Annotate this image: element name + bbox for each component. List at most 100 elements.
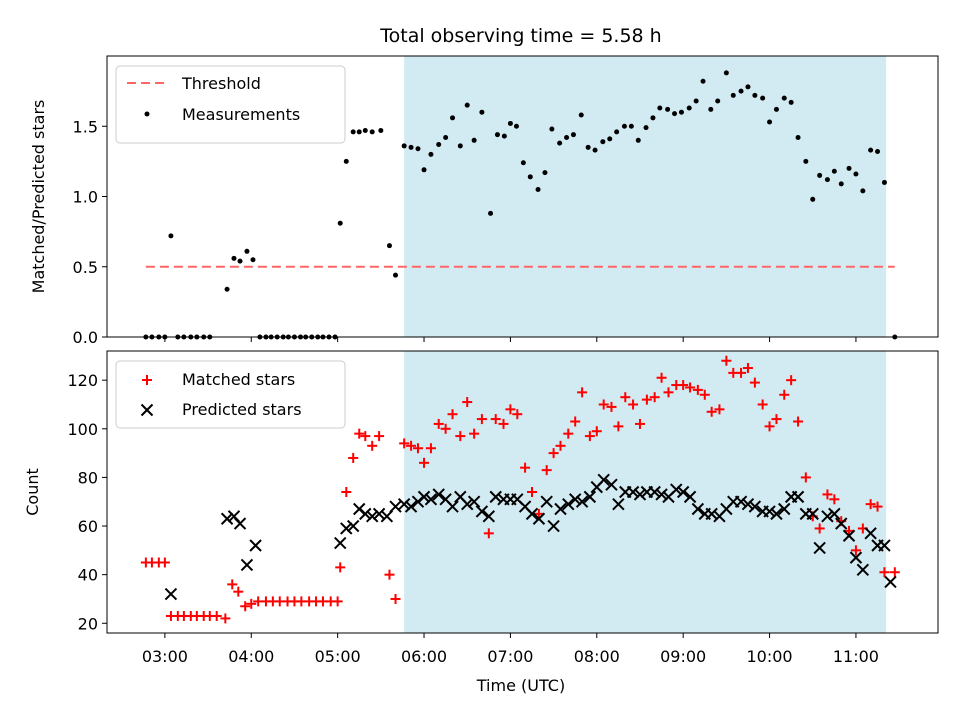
matched-star-marker <box>757 399 768 410</box>
legend-plus-marker <box>142 375 152 385</box>
measurement-point <box>810 196 816 202</box>
matched-star-marker <box>406 440 417 451</box>
matched-star-marker <box>685 382 696 393</box>
predicted-star-marker <box>467 495 481 508</box>
measurement-point <box>464 102 470 108</box>
measurement-point <box>773 106 779 112</box>
predicted-star-marker <box>532 512 546 525</box>
y-tick-label: 0.0 <box>73 328 98 347</box>
predicted-star-marker <box>849 551 863 564</box>
measurement-point <box>494 132 500 138</box>
matched-star-marker <box>440 423 451 434</box>
matched-star-marker <box>227 579 238 590</box>
predicted-star-marker <box>547 519 560 533</box>
x-tick-label: 10:00 <box>746 647 792 666</box>
measurement-point <box>237 258 243 264</box>
matched-star-marker <box>721 355 732 366</box>
measurement-point <box>231 255 237 261</box>
measurement-point <box>730 92 736 98</box>
predicted-star-marker <box>842 529 856 542</box>
predicted-star-marker <box>605 478 618 491</box>
measurement-point <box>535 186 541 192</box>
predicted-star-marker <box>884 575 897 589</box>
x-tick-label: 03:00 <box>142 647 188 666</box>
measurement-point <box>343 158 349 164</box>
measurement-point <box>542 170 548 176</box>
bottom-observing-window-shade <box>404 351 887 633</box>
chart-title: Total observing time = 5.58 h <box>379 25 661 47</box>
y-tick-label: 100 <box>67 420 98 439</box>
measurement-point <box>831 168 837 174</box>
legend-matched-swatch <box>142 375 152 385</box>
measurement-point <box>356 129 362 135</box>
predicted-star-marker <box>821 510 834 523</box>
matched-star-marker <box>577 387 588 398</box>
matched-star-marker <box>498 418 509 429</box>
predicted-star-marker <box>340 522 353 535</box>
matched-star-marker <box>233 586 244 597</box>
predicted-star-marker <box>864 527 877 540</box>
measurement-point <box>665 106 671 112</box>
matched-star-marker <box>714 404 725 415</box>
y-tick-label: 1.0 <box>73 188 98 207</box>
predicted-star-marker <box>562 497 575 511</box>
predicted-star-marker <box>626 485 640 499</box>
measurement-point <box>686 105 692 111</box>
bottom-y-axis-label: Count <box>23 468 42 516</box>
predicted-star-marker <box>791 490 805 504</box>
matched-star-marker <box>800 472 811 483</box>
x-tick-label: 07:00 <box>487 647 533 666</box>
predicted-star-marker <box>828 507 841 521</box>
matched-star-marker <box>455 431 466 442</box>
matched-star-marker <box>850 545 861 556</box>
matched-star-marker <box>384 569 395 580</box>
matched-star-marker <box>620 392 631 403</box>
bottom-x-ticks: 03:00 04:00 05:00 06:00 07:00 08:00 09:00 10:00… <box>142 633 879 666</box>
measurement-points <box>143 70 898 340</box>
y-tick-label: 60 <box>78 517 98 536</box>
measurement-point <box>436 142 442 148</box>
legend-x-marker <box>140 403 154 417</box>
measurement-point <box>745 84 751 90</box>
bottom-legend: Matched stars Predicted stars <box>115 360 346 429</box>
y-tick-label: 1.5 <box>73 117 98 136</box>
x-tick-label: 04:00 <box>228 647 274 666</box>
matched-star-marker <box>332 596 343 607</box>
matched-star-marker <box>541 465 552 476</box>
matched-star-marker <box>879 567 890 578</box>
predicted-star-marker <box>540 495 553 508</box>
matched-star-marker <box>548 448 559 459</box>
matched-stars-points <box>140 355 900 624</box>
predicted-star-marker <box>365 510 379 523</box>
predicted-star-marker <box>691 502 705 516</box>
predicted-star-marker <box>778 502 791 516</box>
matched-star-marker <box>505 404 516 415</box>
measurement-point <box>715 98 721 104</box>
measurement-point <box>513 123 519 129</box>
matched-star-marker <box>399 438 410 449</box>
measurement-point <box>817 172 823 178</box>
measurement-point <box>853 171 859 177</box>
matched-star-marker <box>736 367 747 378</box>
measurement-point <box>393 272 399 278</box>
matched-star-marker <box>367 440 378 451</box>
top-y-ticks: 0.0 0.5 1.0 1.5 <box>73 117 107 347</box>
matched-star-marker <box>606 401 617 412</box>
measurement-point <box>428 151 434 157</box>
measurement-point <box>501 133 507 139</box>
x-axis-label: Time (UTC) <box>476 676 565 695</box>
predicted-star-marker <box>424 493 438 506</box>
measurement-point <box>614 129 620 135</box>
measurement-point <box>337 220 343 226</box>
matched-star-marker <box>663 387 674 398</box>
matched-star-marker <box>348 452 359 463</box>
matched-star-marker <box>706 406 717 417</box>
matched-star-marker <box>570 416 581 427</box>
x-tick-label: 08:00 <box>574 647 620 666</box>
y-tick-label: 80 <box>78 468 98 487</box>
predicted-star-marker <box>475 505 489 518</box>
predicted-star-marker <box>249 539 262 552</box>
matched-star-marker <box>527 487 538 497</box>
matched-star-marker <box>872 501 883 512</box>
matched-star-marker <box>563 428 574 439</box>
